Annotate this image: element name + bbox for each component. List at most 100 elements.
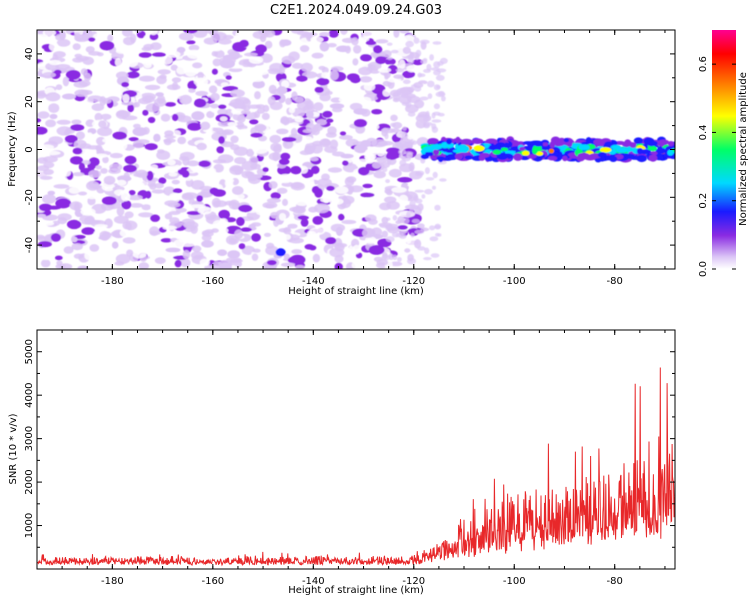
spectrogram-noise-cell	[331, 66, 344, 72]
spectrogram-noise-cell	[393, 30, 400, 38]
spectrogram-noise-cell	[282, 198, 288, 206]
y-tick-label: -20	[24, 189, 35, 205]
spectrogram-noise-cell	[362, 183, 373, 189]
x-tick-label: -160	[201, 576, 224, 587]
spectrogram-noise-cell	[153, 98, 167, 107]
x-tick-label: -160	[201, 276, 224, 287]
spectrogram-noise-cell	[251, 253, 259, 261]
spectrogram-noise-cell	[282, 139, 294, 149]
spectrogram-signal-cell	[542, 142, 549, 147]
spectrogram-signal-cell	[562, 155, 568, 162]
spectrogram-noise-cell	[384, 196, 397, 204]
spectrogram-noise-cell	[434, 204, 441, 211]
spectrogram-noise-cell	[164, 130, 174, 137]
spectrogram-noise-cell	[439, 178, 447, 182]
spectrogram-noise-cell	[368, 64, 376, 70]
spectrogram-noise-cell	[406, 65, 417, 73]
spectrogram-noise-cell	[182, 249, 191, 260]
spectrogram-noise-cell	[224, 178, 234, 188]
spectrogram-noise-cell	[70, 124, 85, 131]
spectrogram-noise-cell	[100, 168, 108, 174]
snr-y-label: SNR (10 * v/v)	[8, 413, 19, 484]
spectrogram-noise-cell	[240, 110, 251, 115]
snr-x-label: Height of straight line (km)	[288, 585, 424, 596]
spectrogram-noise-cell	[129, 82, 137, 89]
spectrogram-noise-cell	[191, 180, 205, 190]
spectrogram-noise-cell	[120, 141, 128, 150]
spectrogram-noise-cell	[287, 223, 298, 229]
spectrogram-signal-cell	[604, 141, 614, 147]
spectrogram-signal-cell	[519, 146, 526, 151]
spectrogram-noise-cell	[164, 102, 176, 107]
spectrogram-noise-cell	[255, 44, 267, 54]
spectrogram-noise-cell	[65, 70, 81, 80]
spectrogram-noise-cell	[234, 96, 250, 105]
spectrogram-noise-cell	[160, 238, 173, 243]
spectrogram-noise-cell	[270, 192, 281, 200]
colorbar-tick-label: 0.4	[698, 124, 709, 140]
spectrogram-noise-cell	[99, 230, 111, 241]
spectrogram-noise-cell	[160, 113, 171, 122]
spectrogram-noise-cell	[124, 155, 137, 165]
spectrogram-noise-cell	[338, 213, 345, 221]
spectrogram-noise-cell	[116, 179, 127, 186]
spectrogram-noise-cell	[114, 261, 125, 266]
spectrogram-noise-cell	[310, 36, 324, 43]
spectrogram-noise-cell	[410, 232, 415, 238]
spectrogram-noise-cell	[402, 126, 407, 131]
spectrogram-noise-cell	[186, 160, 200, 167]
spectrogram-noise-cell	[284, 234, 291, 240]
spectrogram-noise-cell	[250, 163, 261, 170]
spectrogram-noise-cell	[384, 74, 389, 80]
spectrogram-noise-cell	[375, 56, 387, 65]
spectrogram-signal-cell	[473, 145, 485, 152]
spectrogram-noise-cell	[276, 86, 288, 95]
spectrogram-noise-cell	[387, 64, 398, 74]
spectrogram-noise-cell	[414, 189, 425, 193]
spectrogram-noise-cell	[45, 119, 57, 128]
spectrogram-noise-cell	[362, 30, 373, 38]
spectrogram-noise-cell	[433, 84, 441, 91]
spectrogram-noise-cell	[398, 59, 406, 70]
spectrogram-noise-cell	[254, 123, 267, 132]
spectrogram-noise-cell	[372, 161, 382, 169]
spectrogram-signal-cell	[535, 151, 544, 156]
spectrogram-noise-cell	[369, 68, 381, 74]
spectrogram-noise-cell	[326, 118, 334, 123]
spectrogram-noise-cell	[193, 77, 209, 87]
spectrogram-noise-cell	[304, 181, 316, 190]
spectrogram-noise-cell	[49, 113, 58, 120]
colorbar-ticks: 0.0 0.2 0.4 0.6	[698, 56, 736, 277]
spectrogram-noise-cell	[401, 217, 410, 224]
spectrogram-signal-cell	[436, 156, 446, 160]
spectrogram-noise-cell	[346, 73, 360, 81]
spectrogram-noise-cell	[334, 186, 349, 194]
spectrogram-noise-cell	[186, 211, 201, 216]
spectrogram-noise-cell	[340, 91, 356, 96]
spectrogram-noise-cell	[393, 74, 404, 79]
spectrogram-noise-cell	[373, 170, 386, 179]
spectrogram-noise-cell	[411, 205, 420, 210]
spectrogram-noise-cell	[290, 166, 302, 175]
spectrogram-noise-cell	[434, 223, 442, 230]
spectrogram-noise-cell	[129, 203, 144, 208]
x-tick-label: -80	[607, 276, 623, 287]
spectrogram-noise-cell	[302, 104, 315, 113]
spectrogram-noise-cell	[37, 118, 42, 123]
spectrogram-noise-cell	[414, 172, 424, 177]
spectrogram-noise-cell	[72, 147, 83, 155]
spectrogram-noise-cell	[128, 137, 139, 142]
spectrogram-noise-cell	[238, 204, 253, 213]
spectrogram-noise-cell	[43, 169, 54, 175]
spectrogram-noise-cell	[109, 152, 123, 159]
spectrogram-noise-cell	[166, 145, 182, 152]
spectrogram-noise-cell	[42, 194, 57, 204]
spectrogram-noise-cell	[174, 259, 182, 268]
spectrogram-noise-cell	[407, 111, 416, 117]
spectrogram-noise-cell	[423, 68, 431, 73]
spectrogram-noise-cell	[85, 46, 95, 53]
spectrogram-noise-cell	[435, 74, 445, 81]
spectrogram-noise-cell	[327, 43, 337, 48]
spectrogram-noise-cell	[399, 30, 410, 34]
spectrogram-noise-cell	[433, 103, 440, 110]
